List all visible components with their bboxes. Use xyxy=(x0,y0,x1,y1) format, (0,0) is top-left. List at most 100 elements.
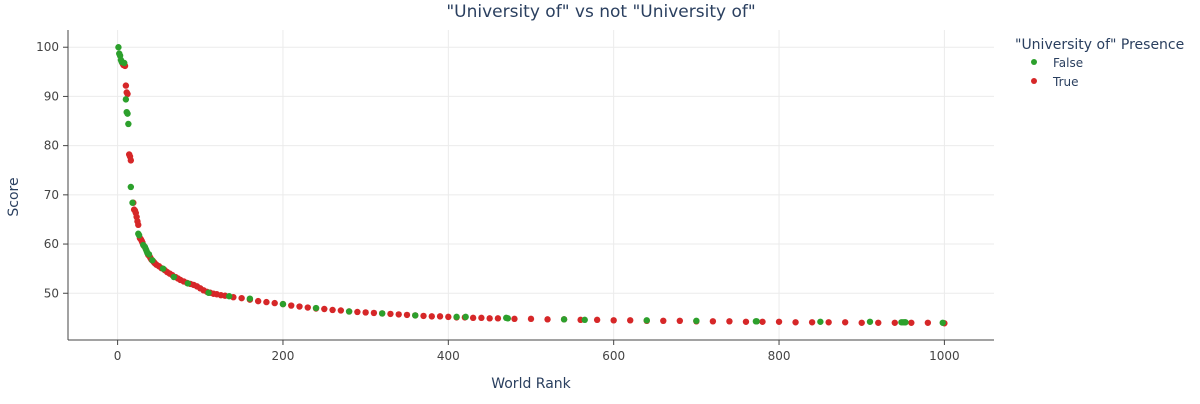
data-point-false[interactable] xyxy=(753,318,760,325)
data-point-true[interactable] xyxy=(627,317,634,324)
data-point-false[interactable] xyxy=(693,317,700,325)
data-point-true[interactable] xyxy=(494,315,502,322)
data-point-false[interactable] xyxy=(127,183,135,191)
data-point-true[interactable] xyxy=(841,319,849,326)
data-point-true[interactable] xyxy=(908,319,915,326)
data-point-true[interactable] xyxy=(544,316,551,323)
data-point-false[interactable] xyxy=(121,59,128,67)
data-point-true[interactable] xyxy=(436,313,444,320)
data-point-true[interactable] xyxy=(329,306,336,314)
data-points xyxy=(115,44,948,327)
data-point-true[interactable] xyxy=(593,316,601,324)
data-point-true[interactable] xyxy=(610,317,617,324)
data-point-true[interactable] xyxy=(387,310,394,318)
data-point-false[interactable] xyxy=(902,319,909,326)
data-point-false[interactable] xyxy=(124,110,131,117)
legend-marker-false[interactable] xyxy=(1031,59,1037,65)
legend-label-true[interactable]: True xyxy=(1052,75,1079,89)
data-point-true[interactable] xyxy=(825,319,832,326)
data-point-true[interactable] xyxy=(122,82,130,89)
data-point-true[interactable] xyxy=(135,221,142,229)
y-tick-label: 100 xyxy=(36,40,59,54)
y-tick-label: 50 xyxy=(44,286,59,300)
data-point-true[interactable] xyxy=(478,314,485,322)
legend-label-false[interactable]: False xyxy=(1053,56,1083,70)
data-point-false[interactable] xyxy=(125,120,132,128)
x-tick-label: 400 xyxy=(437,349,460,363)
data-point-true[interactable] xyxy=(395,311,402,318)
data-point-false[interactable] xyxy=(246,295,254,302)
data-point-true[interactable] xyxy=(875,319,882,326)
y-tick-label: 60 xyxy=(44,237,59,251)
data-point-true[interactable] xyxy=(296,303,303,310)
data-point-false[interactable] xyxy=(312,304,320,312)
data-point-false[interactable] xyxy=(560,316,568,323)
data-point-true[interactable] xyxy=(759,318,766,325)
data-point-true[interactable] xyxy=(445,313,452,321)
data-point-true[interactable] xyxy=(403,311,411,319)
legend: "University of" Presence False True xyxy=(1015,37,1184,89)
data-point-true[interactable] xyxy=(271,299,278,307)
data-point-true[interactable] xyxy=(792,319,799,326)
data-point-true[interactable] xyxy=(304,304,311,311)
data-point-true[interactable] xyxy=(891,319,898,326)
data-point-false[interactable] xyxy=(145,251,153,258)
x-tick-label: 1000 xyxy=(929,349,960,363)
data-point-false[interactable] xyxy=(135,231,143,239)
data-point-false[interactable] xyxy=(129,199,136,206)
data-point-true[interactable] xyxy=(742,318,750,325)
data-point-false[interactable] xyxy=(939,319,946,326)
data-point-false[interactable] xyxy=(345,308,353,315)
data-point-true[interactable] xyxy=(127,157,135,164)
data-point-true[interactable] xyxy=(660,317,667,325)
data-point-true[interactable] xyxy=(511,315,518,323)
data-point-false[interactable] xyxy=(226,293,233,300)
data-point-false[interactable] xyxy=(149,257,156,264)
data-point-true[interactable] xyxy=(263,298,270,306)
data-point-true[interactable] xyxy=(354,308,361,316)
legend-title: "University of" Presence xyxy=(1015,37,1184,53)
data-point-true[interactable] xyxy=(420,312,427,320)
data-point-true[interactable] xyxy=(337,307,345,314)
data-point-true[interactable] xyxy=(676,317,684,325)
data-point-true[interactable] xyxy=(808,319,816,326)
data-point-true[interactable] xyxy=(288,302,295,309)
data-point-false[interactable] xyxy=(122,96,130,103)
data-point-false[interactable] xyxy=(170,273,178,281)
data-point-false[interactable] xyxy=(643,317,650,324)
data-point-false[interactable] xyxy=(462,313,469,321)
data-point-false[interactable] xyxy=(504,315,512,322)
data-point-true[interactable] xyxy=(370,309,378,317)
data-point-true[interactable] xyxy=(362,309,369,316)
x-tick-label: 0 xyxy=(114,349,122,363)
data-point-false[interactable] xyxy=(412,312,419,319)
data-point-false[interactable] xyxy=(378,310,386,317)
data-point-true[interactable] xyxy=(775,318,783,325)
legend-marker-true[interactable] xyxy=(1031,78,1037,84)
data-point-true[interactable] xyxy=(321,305,328,313)
data-point-true[interactable] xyxy=(428,313,435,320)
data-point-true[interactable] xyxy=(486,315,493,322)
data-point-true[interactable] xyxy=(238,294,245,302)
data-point-true[interactable] xyxy=(726,318,733,325)
data-point-false[interactable] xyxy=(279,300,287,308)
data-point-false[interactable] xyxy=(581,316,588,324)
data-point-true[interactable] xyxy=(709,318,717,325)
data-point-false[interactable] xyxy=(817,318,824,325)
data-point-true[interactable] xyxy=(924,319,932,326)
series-false xyxy=(115,44,946,326)
data-point-false[interactable] xyxy=(866,318,874,325)
data-point-false[interactable] xyxy=(159,265,167,272)
data-point-true[interactable] xyxy=(469,314,477,322)
data-point-false[interactable] xyxy=(453,313,460,321)
data-point-true[interactable] xyxy=(858,319,865,326)
data-point-true[interactable] xyxy=(124,90,131,98)
data-point-true[interactable] xyxy=(527,315,535,323)
data-point-false[interactable] xyxy=(184,280,192,287)
data-point-true[interactable] xyxy=(254,297,262,305)
data-point-false[interactable] xyxy=(115,44,122,51)
series-true xyxy=(119,60,948,327)
data-point-false[interactable] xyxy=(205,289,212,296)
